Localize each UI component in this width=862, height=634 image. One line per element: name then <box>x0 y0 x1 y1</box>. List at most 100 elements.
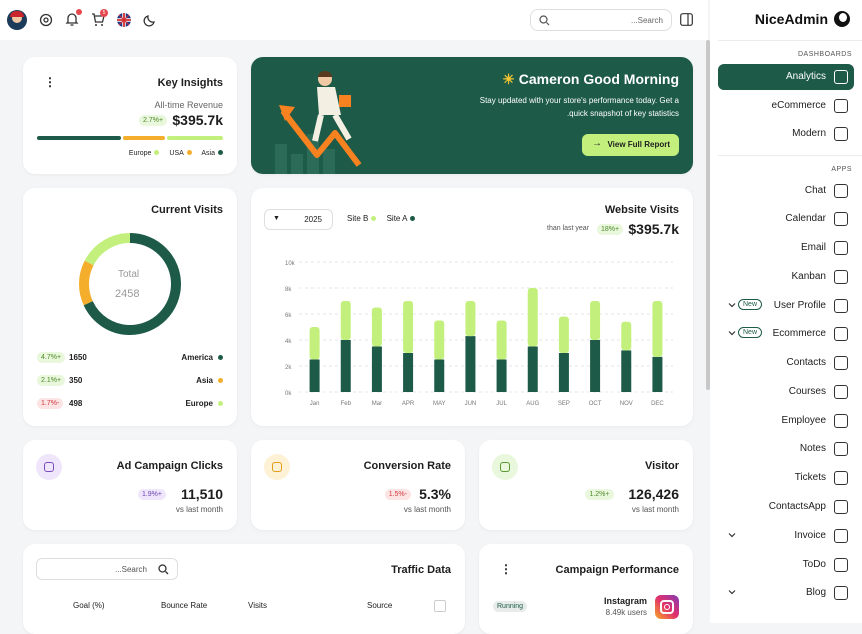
sidebar-item-label: Kanban <box>791 271 826 282</box>
sidebar-item-todo[interactable]: ToDo <box>710 552 862 578</box>
sidebar-item-label: Email <box>800 242 826 253</box>
uk-flag-icon[interactable] <box>117 13 131 27</box>
bar-site-a-may[interactable] <box>434 359 445 393</box>
chevron-down-icon[interactable] <box>728 329 736 337</box>
stat-sub: vs last month <box>403 505 451 514</box>
bar-site-b-sep[interactable] <box>558 316 569 353</box>
bar-site-b-mar[interactable] <box>371 307 382 347</box>
blog-icon <box>834 586 848 600</box>
chevron-down-icon[interactable] <box>728 531 736 539</box>
sidebar-item-user-profile[interactable]: User Profile New <box>710 293 862 319</box>
stat-title: Visitor <box>644 460 679 472</box>
bar-site-a-jul[interactable] <box>496 359 507 393</box>
y-tick-label: 6k <box>285 313 292 319</box>
bar-site-b-jun[interactable] <box>465 301 476 337</box>
scrollbar[interactable] <box>706 40 710 390</box>
moon-icon[interactable] <box>143 13 157 27</box>
bar-site-a-apr[interactable] <box>403 353 414 392</box>
bar-site-a-aug[interactable] <box>527 346 538 393</box>
sidebar-item-ecommerce[interactable]: Ecommerce New <box>710 321 862 347</box>
bar-site-a-feb[interactable] <box>340 340 351 392</box>
sidebar-item-courses[interactable]: Courses <box>710 379 862 405</box>
sidebar-item-calendar[interactable]: Calendar <box>710 206 862 232</box>
year-select[interactable]: ▼ 2025 <box>264 209 333 230</box>
bar-site-a-jun[interactable] <box>465 336 476 392</box>
avatar[interactable] <box>7 10 27 30</box>
more-menu-icon[interactable]: ⋮ <box>44 75 56 89</box>
sidebar-item-employee[interactable]: Employee <box>710 408 862 434</box>
settings-circle-icon[interactable] <box>39 13 53 27</box>
bar-site-b-may[interactable] <box>434 320 445 360</box>
sidebar-item-kanban[interactable]: Kanban <box>710 264 862 290</box>
y-tick-label: 10k <box>285 261 296 267</box>
welcome-title: ☀ Cameron Good Morning <box>502 71 679 87</box>
legend-dot <box>218 378 223 383</box>
key-insights-card: ⋮ Key Insights All-time Revenue $395.7k … <box>23 57 237 174</box>
stat-value: 126,426 <box>628 486 679 502</box>
bar-site-a-nov[interactable] <box>621 350 632 392</box>
new-badge: New <box>738 327 763 338</box>
select-all-checkbox[interactable] <box>434 600 446 612</box>
bell-icon[interactable] <box>65 12 79 27</box>
donut-center-label: Total <box>118 269 140 280</box>
sidebar-toggle-icon[interactable] <box>680 13 693 26</box>
visits-row-value: 350 <box>69 376 83 385</box>
y-tick-label: 8k <box>285 287 292 293</box>
campaign-performance-card: ⋮ Campaign Performance Running Instagram… <box>479 544 693 634</box>
bar-site-b-dec[interactable] <box>652 301 663 357</box>
chevron-down-icon[interactable] <box>728 301 736 309</box>
visits-row-label: America <box>181 353 223 362</box>
bar-site-b-jul[interactable] <box>496 320 507 360</box>
sidebar-item-contactsapp[interactable]: ContactsApp <box>710 494 862 520</box>
sidebar-item-blog[interactable]: Blog <box>710 580 862 606</box>
bar-site-b-jan[interactable] <box>309 327 320 360</box>
chevron-down-icon[interactable] <box>728 588 736 596</box>
sidebar-item-notes[interactable]: Notes <box>710 436 862 462</box>
website-value: $395.7k <box>628 221 679 237</box>
bar-site-b-nov[interactable] <box>621 321 632 351</box>
bar-site-b-feb[interactable] <box>340 301 351 340</box>
more-menu-icon[interactable]: ⋮ <box>500 562 512 576</box>
phone-call-icon <box>834 500 848 514</box>
bar-site-a-jan[interactable] <box>309 359 320 393</box>
bar-site-a-oct[interactable] <box>590 340 601 392</box>
insights-title: Key Insights <box>157 77 223 89</box>
sidebar-item-ecommerce[interactable]: eCommerce <box>710 93 862 119</box>
traffic-search-input[interactable]: Search... <box>36 558 178 580</box>
sidebar-item-label: Invoice <box>794 530 826 541</box>
website-visits-card: ▼ 2025 Site B Site A Website Visits $395… <box>251 188 693 426</box>
search-icon <box>539 15 550 26</box>
view-full-report-button[interactable]: → View Full Report <box>582 134 679 156</box>
bar-site-b-oct[interactable] <box>590 301 601 340</box>
stat-value: 11,510 <box>180 486 223 502</box>
sidebar-item-contacts[interactable]: Contacts <box>710 350 862 376</box>
basket-icon <box>834 327 848 341</box>
bar-site-a-dec[interactable] <box>652 356 663 392</box>
sidebar-item-tickets[interactable]: Tickets <box>710 465 862 491</box>
active-highlight <box>718 64 854 90</box>
search-input[interactable]: Search... <box>530 9 672 31</box>
sidebar-item-modern[interactable]: Modern <box>710 121 862 147</box>
section-header-dashboards: DASHBOARDS <box>797 51 852 58</box>
notification-dot <box>76 9 82 15</box>
campaign-status-badge: Running <box>493 601 528 612</box>
revenue-bar-asia <box>37 136 121 140</box>
visits-change-badge: 1.7%- <box>37 398 64 409</box>
traffic-title: Traffic Data <box>391 564 451 576</box>
search-icon <box>158 564 169 575</box>
sidebar-item-invoice[interactable]: Invoice <box>710 523 862 549</box>
bar-site-b-aug[interactable] <box>527 288 538 347</box>
bar-site-a-sep[interactable] <box>558 353 569 392</box>
sidebar-item-email[interactable]: Email <box>710 235 862 261</box>
column-header-visits: Visits <box>248 601 267 610</box>
sidebar-item-label: Ecommerce <box>772 328 826 339</box>
sidebar-item-chat[interactable]: Chat <box>710 178 862 204</box>
sidebar-item-analytics[interactable]: Analytics <box>710 64 862 90</box>
x-tick-label: SEP <box>558 401 570 407</box>
stat-title: Ad Campaign Clicks <box>116 460 223 472</box>
bar-site-a-mar[interactable] <box>371 346 382 393</box>
sidebar-item-label: Analytics <box>785 71 826 82</box>
x-tick-label: Feb <box>341 401 352 407</box>
bar-site-b-apr[interactable] <box>403 301 414 353</box>
insights-subtitle: All-time Revenue <box>154 100 223 110</box>
